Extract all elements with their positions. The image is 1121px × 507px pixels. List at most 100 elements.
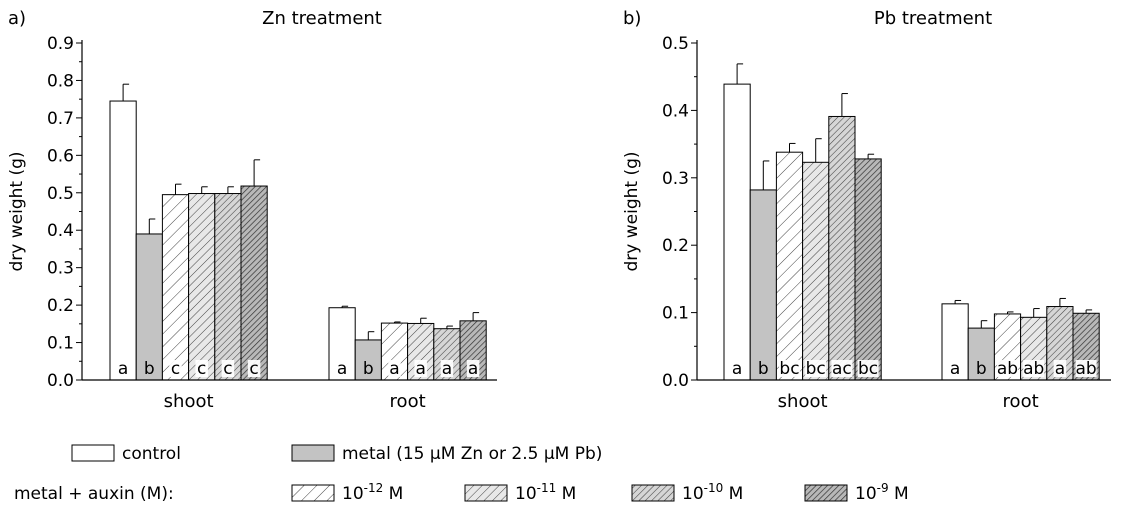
significance-letter: a [1055, 359, 1065, 379]
bar [749, 189, 777, 381]
legend-label-control: control [122, 444, 181, 464]
y-tick-label: 0.8 [47, 71, 74, 91]
sig-label-bg [143, 360, 156, 377]
legend-label-exponent: -9 [877, 481, 889, 495]
bar [214, 193, 242, 381]
y-tick-label: 0.5 [47, 184, 74, 204]
bar [328, 307, 356, 381]
significance-letter: b [976, 359, 987, 379]
y-tick-label: 0.9 [47, 34, 74, 54]
sig-label-bg [1075, 360, 1097, 377]
legend-label-auxin: 10-12 M [342, 481, 403, 504]
significance-letter: c [197, 359, 206, 379]
panel-letter: b) [623, 8, 641, 29]
legend-swatch-auxin [631, 484, 675, 502]
significance-letter: b [144, 359, 155, 379]
y-tick-label: 0.4 [662, 101, 689, 121]
significance-letter: a [732, 359, 742, 379]
significance-letter: ab [1023, 359, 1044, 379]
significance-letter: b [363, 359, 374, 379]
legend-label-auxin: 10-11 M [515, 481, 576, 504]
y-tick-label: 0.7 [47, 109, 74, 129]
legend: control metal (15 µM Zn or 2.5 µM Pb) meta… [14, 444, 909, 504]
sig-label-bg [195, 360, 208, 377]
sig-label-bg [247, 360, 261, 377]
legend-label-base: 10 [855, 484, 877, 504]
legend-label-metal: metal (15 µM Zn or 2.5 µM Pb) [342, 444, 602, 464]
y-tick-label: 0.0 [662, 371, 689, 391]
legend-auxin-prefix: metal + auxin (M): [14, 484, 174, 504]
sig-label-bg [388, 360, 401, 377]
significance-letter: a [468, 359, 478, 379]
y-tick-label: 0.0 [47, 371, 74, 391]
legend-label-exponent: -12 [364, 481, 384, 495]
legend-label-unit: M [556, 484, 576, 504]
bar [109, 100, 137, 381]
sig-label-bg [975, 360, 988, 377]
y-tick-label: 0.5 [662, 34, 689, 54]
significance-letter: bc [779, 359, 799, 379]
significance-letter: ab [997, 359, 1018, 379]
y-tick-label: 0.3 [47, 259, 74, 279]
y-tick-label: 0.2 [662, 236, 689, 256]
significance-letter: c [223, 359, 232, 379]
legend-label-base: 10 [515, 484, 537, 504]
sig-label-bg [440, 360, 454, 377]
bar [240, 185, 268, 381]
sig-label-bg [805, 360, 827, 377]
significance-letter: ac [832, 359, 852, 379]
legend-swatch-auxin [804, 484, 848, 502]
significance-letter: c [171, 359, 180, 379]
y-axis-label: dry weight (g) [622, 151, 642, 271]
sig-label-bg [997, 360, 1018, 377]
legend-label-exponent: -11 [537, 481, 557, 495]
bar [828, 115, 856, 381]
legend-label-base: 10 [682, 484, 704, 504]
legend-label-base: 10 [342, 484, 364, 504]
chart-title: Pb treatment [874, 8, 992, 29]
significance-letter: a [118, 359, 128, 379]
significance-letter: a [950, 359, 960, 379]
sig-label-bg [1023, 360, 1045, 377]
y-tick-label: 0.6 [47, 146, 74, 166]
sig-label-bg [221, 360, 235, 377]
significance-letter: a [389, 359, 399, 379]
sig-label-bg [466, 360, 480, 377]
sig-label-bg [757, 360, 770, 377]
bar [433, 328, 461, 381]
legend-label-exponent: -10 [704, 481, 724, 495]
sig-label-bg [362, 360, 375, 377]
bar [161, 194, 190, 381]
legend-swatch-metal [291, 444, 335, 462]
y-tick-label: 0.4 [47, 221, 74, 241]
significance-letter: a [415, 359, 425, 379]
significance-letter: a [442, 359, 452, 379]
sig-label-bg [779, 360, 800, 377]
legend-swatch-auxin [464, 484, 508, 502]
legend-label-auxin: 10-9 M [855, 481, 909, 504]
bar [188, 193, 216, 381]
y-tick-label: 0.1 [662, 304, 689, 324]
legend-swatch-control [71, 444, 115, 462]
legend-swatch-auxin [291, 484, 335, 502]
x-category-label: root [1003, 391, 1039, 412]
bar [775, 151, 804, 381]
significance-letter: ab [1075, 359, 1096, 379]
significance-letter: a [337, 359, 347, 379]
significance-letter: bc [806, 359, 826, 379]
bar [802, 161, 830, 381]
legend-label-unit: M [723, 484, 743, 504]
y-tick-label: 0.1 [47, 334, 74, 354]
bar [723, 83, 751, 381]
bar [854, 158, 882, 381]
x-category-label: shoot [778, 391, 828, 412]
sig-label-bg [831, 360, 853, 377]
significance-letter: b [758, 359, 769, 379]
sig-label-bg [169, 360, 182, 377]
sig-label-bg [857, 360, 879, 377]
significance-letter: c [249, 359, 258, 379]
chart-panel-zn: a) Zn treatment dry weight (g) 0.0 0.1 0.2 0.3… [7, 8, 497, 412]
x-category-label: root [390, 391, 426, 412]
y-tick-label: 0.3 [662, 169, 689, 189]
